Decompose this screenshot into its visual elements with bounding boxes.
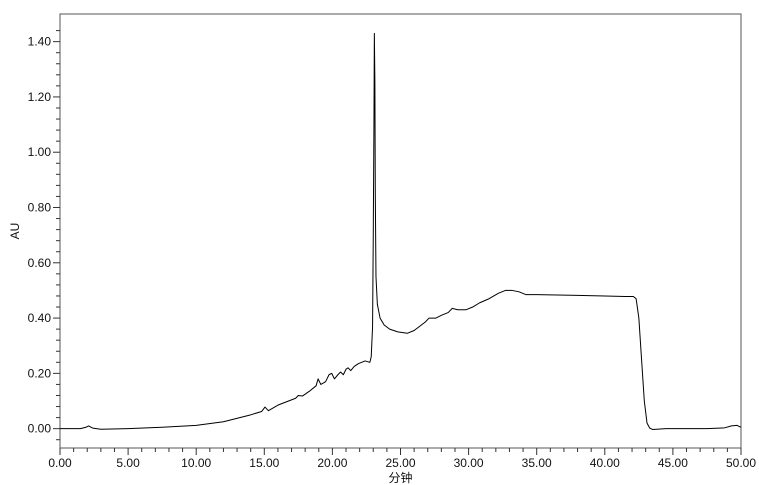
x-tick-label: 50.00 [726, 456, 756, 470]
chromatogram-trace [60, 32, 742, 430]
x-tick-label: 15.00 [249, 456, 279, 470]
x-tick-label: 25.00 [385, 456, 415, 470]
y-tick-label: 1.40 [28, 35, 52, 49]
x-tick-label: 40.00 [590, 456, 620, 470]
y-tick-label: 0.80 [28, 201, 52, 215]
x-tick-label: 10.00 [181, 456, 211, 470]
plot-area-frame [59, 13, 742, 449]
y-tick-label: 0.60 [28, 256, 52, 270]
x-tick-label: 5.00 [116, 456, 140, 470]
x-axis-title: 分钟 [388, 470, 412, 485]
x-tick-label: 0.00 [48, 456, 72, 470]
y-tick-label: 0.40 [28, 311, 52, 325]
x-axis: 0.00 5.00 10.00 15.00 20.00 25.00 30.00 35.00 40… [48, 448, 756, 470]
y-tick-label: 1.20 [28, 90, 52, 104]
y-tick-label: 0.20 [28, 366, 52, 380]
y-tick-label: 1.00 [28, 145, 52, 159]
y-tick-label: 0.00 [28, 422, 52, 436]
x-tick-label: 35.00 [522, 456, 552, 470]
x-tick-label: 30.00 [454, 456, 484, 470]
y-axis: 0.00 0.20 0.40 0.60 0.80 1.00 1.20 1.40 [28, 30, 60, 441]
x-tick-label: 20.00 [317, 456, 347, 470]
y-axis-title: AU [8, 223, 22, 240]
x-tick-label: 45.00 [658, 456, 688, 470]
